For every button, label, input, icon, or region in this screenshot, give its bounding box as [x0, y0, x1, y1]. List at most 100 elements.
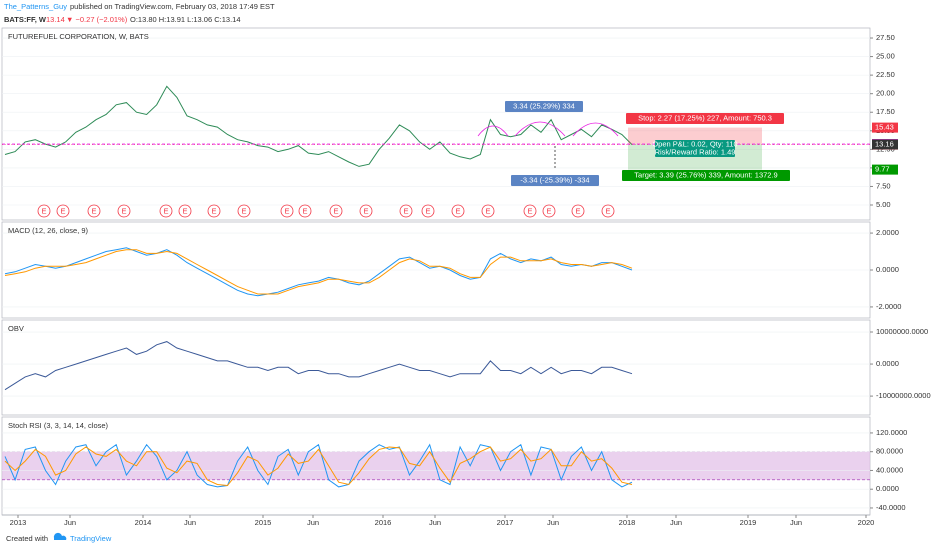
ohlc: O:13.80 H:13.91 L:13.06 C:13.14 [130, 15, 241, 24]
x-tick-label: 2016 [375, 518, 392, 527]
measure-up: 3.34 (25.29%) 334 [513, 101, 575, 110]
footer-created: Created with [6, 534, 48, 543]
y-tick-label: 20.00 [876, 89, 895, 98]
earnings-marker [159, 204, 173, 218]
earnings-marker [359, 204, 373, 218]
earnings-label: E [121, 206, 126, 215]
y-tick-label: 5.00 [876, 200, 891, 209]
x-tick-label: Jun [547, 518, 559, 527]
x-tick-label: 2015 [255, 518, 272, 527]
earnings-marker [399, 204, 413, 218]
earnings-marker [37, 204, 51, 218]
ratio-label: Risk/Reward Ratio: 1.49 [655, 147, 736, 156]
y-tick-label: -40.0000 [876, 503, 906, 512]
y-tick-label: 80.0000 [876, 447, 903, 456]
series-line [4, 446, 633, 487]
y-tick-label: 0.0000 [876, 484, 899, 493]
price-label: 13.16 [875, 139, 894, 148]
y-tick-label: 0.0000 [876, 265, 899, 274]
earnings-marker [280, 204, 294, 218]
earnings-label: E [403, 206, 408, 215]
stop-zone [628, 127, 762, 145]
series-line [4, 341, 633, 391]
earnings-label: E [60, 206, 65, 215]
stop-label-bg [626, 113, 784, 124]
y-tick-label: 17.50 [876, 107, 895, 116]
y-tick-label: 2.0000 [876, 228, 899, 237]
pnl-label-bg [655, 140, 735, 149]
y-tick-label: 7.50 [876, 181, 891, 190]
earnings-label: E [302, 206, 307, 215]
y-tick-label: 27.50 [876, 33, 895, 42]
earnings-marker [523, 204, 537, 218]
y-tick-label: 120.0000 [876, 428, 907, 437]
earnings-label: E [455, 206, 460, 215]
earnings-marker [207, 204, 221, 218]
measure-down: -3.34 (-25.39%) -334 [520, 175, 589, 184]
price-label-bg [872, 122, 898, 133]
earnings-label: E [41, 206, 46, 215]
symbol: BATS:FF, W [4, 15, 47, 24]
earnings-marker [451, 204, 465, 218]
x-tick-label: Jun [790, 518, 802, 527]
stop-label: Stop: 2.27 (17.25%) 227, Amount: 750.3 [638, 113, 772, 122]
earnings-label: E [363, 206, 368, 215]
earnings-marker [421, 204, 435, 218]
y-tick-label: 10000000.0000 [876, 327, 928, 336]
earnings-label: E [91, 206, 96, 215]
published: published on TradingView.com, February 0… [70, 2, 275, 11]
earnings-marker [542, 204, 556, 218]
target-label: Target: 3.39 (25.76%) 339, Amount: 1372.… [634, 170, 777, 179]
change: ▼ −0.27 (−2.01%) [66, 15, 128, 24]
price-label-bg [872, 164, 898, 175]
earnings-marker [237, 204, 251, 218]
x-tick-label: 2019 [740, 518, 757, 527]
pane-frame [1, 27, 871, 221]
earnings-label: E [284, 206, 289, 215]
earnings-label: E [425, 206, 430, 215]
y-tick-label: 40.0000 [876, 465, 903, 474]
x-tick-label: Jun [307, 518, 319, 527]
earnings-marker [329, 204, 343, 218]
earnings-label: E [527, 206, 532, 215]
earnings-marker [87, 204, 101, 218]
series-line [4, 443, 633, 488]
price-label-bg [872, 139, 898, 150]
earnings-label: E [211, 206, 216, 215]
earnings-label: E [546, 206, 551, 215]
x-tick-label: 2014 [135, 518, 152, 527]
x-tick-label: 2013 [10, 518, 27, 527]
footer-brand[interactable]: TradingView [70, 534, 112, 543]
measure-down-bg [511, 175, 599, 186]
earnings-label: E [163, 206, 168, 215]
earnings-marker [56, 204, 70, 218]
y-tick-label: -10000000.0000 [876, 391, 931, 400]
series-line [4, 247, 633, 297]
earnings-marker [571, 204, 585, 218]
target-label-bg [622, 170, 790, 181]
x-tick-label: 2020 [858, 518, 875, 527]
earnings-label: E [333, 206, 338, 215]
earnings-marker [601, 204, 615, 218]
pane-title: FUTUREFUEL CORPORATION, W, BATS [8, 32, 149, 41]
series-line [4, 249, 633, 295]
pattern-arc [477, 125, 509, 137]
earnings-label: E [182, 206, 187, 215]
series-line [4, 85, 633, 167]
x-tick-label: Jun [670, 518, 682, 527]
logo [53, 532, 67, 540]
measure-up-bg [505, 101, 583, 112]
earnings-label: E [575, 206, 580, 215]
earnings-marker [178, 204, 192, 218]
x-tick-label: Jun [429, 518, 441, 527]
price-label: 9.77 [875, 165, 890, 174]
earnings-marker [117, 204, 131, 218]
earnings-marker [298, 204, 312, 218]
y-tick-label: 22.50 [876, 70, 895, 79]
publisher[interactable]: The_Patterns_Guy [4, 2, 67, 11]
x-tick-label: 2017 [497, 518, 514, 527]
price-label: 15.43 [875, 123, 894, 132]
x-tick-label: Jun [184, 518, 196, 527]
ratio-label-bg [655, 148, 735, 157]
